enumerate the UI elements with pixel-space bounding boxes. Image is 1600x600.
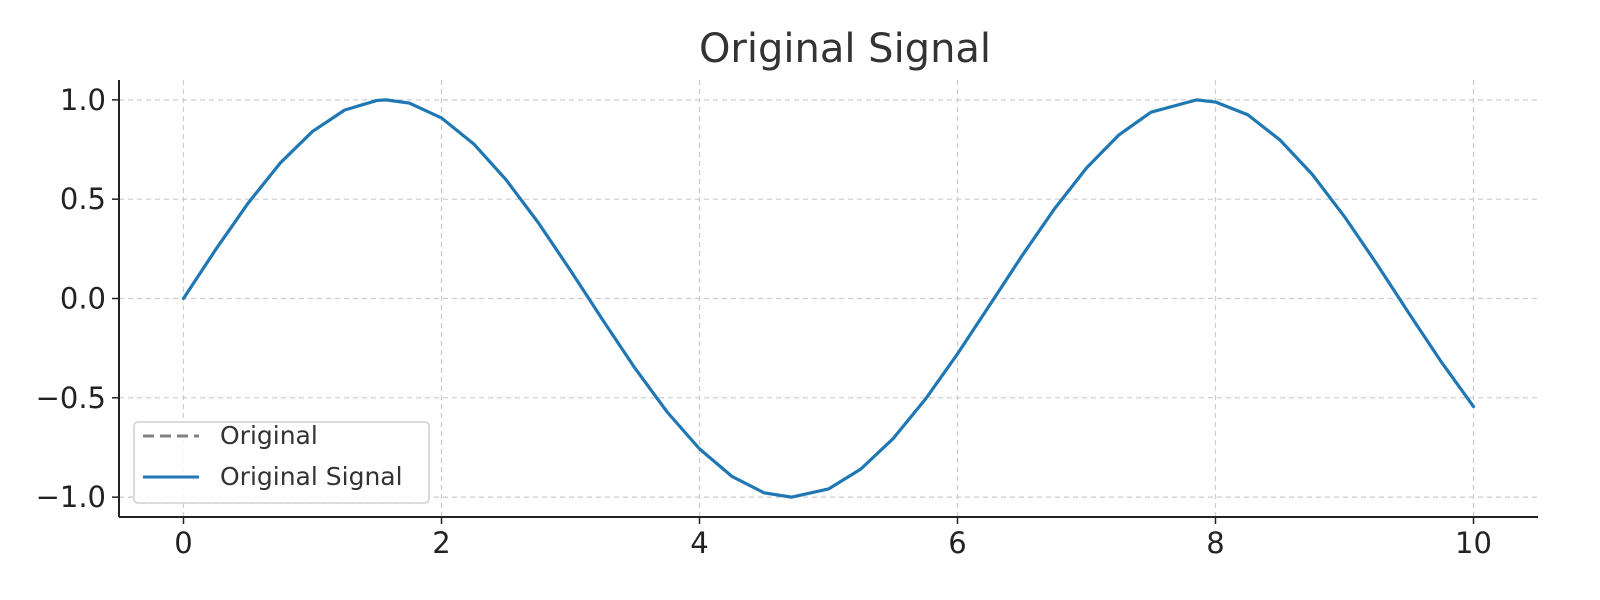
legend: Original Original Signal bbox=[133, 421, 430, 504]
x-tick-label: 8 bbox=[1206, 526, 1224, 560]
y-tick-label: 0.0 bbox=[60, 282, 106, 316]
x-tick-label: 6 bbox=[948, 526, 966, 560]
series-line-original-signal bbox=[181, 98, 1476, 499]
chart-title: Original Signal bbox=[699, 26, 991, 72]
x-tick-label: 4 bbox=[690, 526, 708, 560]
x-tick-label: 2 bbox=[432, 526, 450, 560]
y-tick-label: −1.0 bbox=[36, 480, 106, 514]
x-tick-label: 10 bbox=[1455, 526, 1492, 560]
x-tick-label: 0 bbox=[174, 526, 192, 560]
y-tick-label: −0.5 bbox=[36, 381, 106, 415]
series-layer bbox=[181, 98, 1476, 499]
legend-label-original-signal: Original Signal bbox=[220, 462, 403, 491]
y-tick-label: 1.0 bbox=[60, 83, 106, 117]
axes: 0 2 4 6 8 10 1.0 0.5 0.0 −0.5 −1.0 bbox=[36, 80, 1538, 560]
legend-frame bbox=[133, 421, 430, 504]
y-tick-label: 0.5 bbox=[60, 182, 106, 216]
legend-label-original: Original bbox=[220, 421, 318, 450]
